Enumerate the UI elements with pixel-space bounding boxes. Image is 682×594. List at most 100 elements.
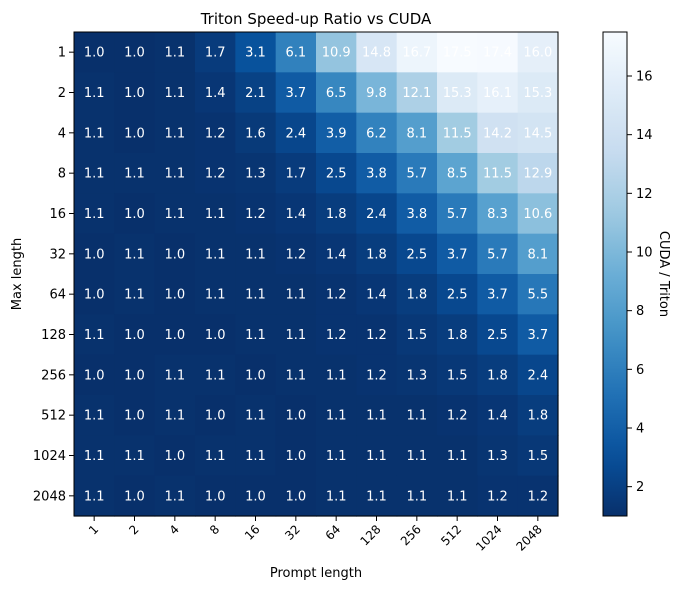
cell-value-label: 1.1: [447, 449, 468, 464]
cell-value-label: 1.0: [124, 368, 145, 383]
heatmap-cell: [74, 354, 115, 396]
heatmap-cell: [517, 274, 559, 315]
cell-value-label: 1.3: [406, 368, 427, 383]
cell-value-label: 1.2: [366, 328, 387, 343]
heatmap-cell: [316, 233, 357, 275]
heatmap-cell: [235, 354, 277, 396]
cell-value-label: 1.1: [366, 409, 387, 424]
x-tick-label: 8: [207, 522, 222, 537]
heatmap-cell: [195, 395, 236, 436]
heatmap-cell: [316, 475, 357, 517]
cell-value-label: 1.1: [164, 368, 185, 383]
heatmap-cell: [437, 395, 478, 436]
cell-value-label: 3.7: [447, 247, 468, 262]
heatmap-cell: [74, 435, 115, 477]
heatmap-cell: [477, 395, 519, 436]
cell-value-label: 1.1: [124, 247, 145, 262]
cell-value-label: 1.2: [487, 489, 508, 504]
cell-value-label: 2.5: [406, 247, 427, 262]
cell-value-label: 6.1: [285, 46, 306, 61]
heatmap-cell: [316, 314, 357, 356]
y-axis-label: Max length: [10, 238, 25, 310]
y-tick-label: 1: [58, 46, 66, 61]
cell-value-label: 1.7: [285, 167, 306, 182]
cell-value-label: 1.0: [124, 126, 145, 141]
heatmap-cell: [396, 354, 438, 396]
x-tick-label: 1024: [473, 522, 504, 553]
heatmap-cell: [477, 32, 519, 73]
cell-value-label: 1.0: [84, 288, 105, 303]
heatmap-cell: [396, 233, 438, 275]
heatmap-cell: [235, 32, 277, 73]
colorbar-tick-label: 6: [636, 363, 644, 378]
y-tick-label: 2048: [33, 489, 66, 504]
cell-value-label: 1.1: [326, 368, 347, 383]
cell-value-label: 1.0: [124, 409, 145, 424]
cell-value-label: 1.4: [285, 207, 306, 222]
heatmap-cell: [235, 435, 277, 477]
heatmap-cell: [195, 314, 236, 356]
heatmap-cell: [154, 233, 196, 275]
cell-value-label: 1.1: [164, 409, 185, 424]
cell-value-label: 2.5: [447, 288, 468, 303]
cell-value-label: 1.8: [406, 288, 427, 303]
heatmap-cell: [396, 395, 438, 436]
y-tick-label: 8: [58, 167, 66, 182]
heatmap-cell: [437, 475, 478, 517]
cell-value-label: 2.4: [366, 207, 387, 222]
heatmap-cell: [74, 475, 115, 517]
heatmap-cell: [356, 32, 398, 73]
cell-value-label: 1.4: [326, 247, 347, 262]
heatmap-cell: [316, 193, 357, 235]
cell-value-label: 1.0: [164, 328, 185, 343]
cell-value-label: 1.1: [164, 86, 185, 101]
heatmap-cell: [275, 153, 317, 194]
heatmap-cell: [517, 193, 559, 235]
cell-value-label: 1.1: [124, 449, 145, 464]
heatmap-cell: [356, 314, 398, 356]
heatmap-cell: [114, 354, 156, 396]
cell-value-label: 1.0: [84, 247, 105, 262]
cell-value-label: 3.1: [245, 46, 266, 61]
heatmap-cell: [517, 72, 559, 114]
heatmap-cell: [477, 72, 519, 114]
cell-value-label: 1.1: [84, 328, 105, 343]
heatmap-cell: [316, 274, 357, 315]
x-tick-label: 2048: [513, 522, 544, 553]
heatmap-cell: [154, 274, 196, 315]
heatmap-cell: [154, 395, 196, 436]
colorbar-tick-label: 10: [636, 246, 653, 261]
cell-value-label: 1.1: [406, 409, 427, 424]
cell-value-label: 1.8: [447, 328, 468, 343]
x-tick-label: 64: [323, 522, 344, 543]
heatmap-cell: [74, 72, 115, 114]
heatmap-cell: [316, 354, 357, 396]
heatmap-cell: [154, 435, 196, 477]
colorbar-tick-label: 8: [636, 304, 644, 319]
colorbar-tick-label: 2: [636, 480, 644, 495]
cell-value-label: 5.7: [487, 247, 508, 262]
heatmap-cell: [275, 435, 317, 477]
cell-value-label: 1.5: [406, 328, 427, 343]
cell-value-label: 1.2: [205, 126, 226, 141]
chart-title: Triton Speed-up Ratio vs CUDA: [200, 10, 432, 28]
heatmap-cell: [316, 435, 357, 477]
x-tick-label: 16: [242, 522, 263, 543]
cell-value-label: 1.1: [84, 489, 105, 504]
heatmap-cell: [517, 475, 559, 517]
cell-value-label: 1.0: [164, 247, 185, 262]
cell-value-label: 1.2: [326, 328, 347, 343]
cell-value-label: 1.1: [285, 368, 306, 383]
cell-value-label: 1.8: [366, 247, 387, 262]
heatmap-cell: [477, 193, 519, 235]
cell-value-label: 1.1: [84, 126, 105, 141]
cell-value-label: 6.2: [366, 126, 387, 141]
cell-value-label: 1.0: [124, 328, 145, 343]
cell-value-label: 1.1: [164, 126, 185, 141]
cell-value-label: 3.9: [326, 126, 347, 141]
heatmap-cell: [396, 274, 438, 315]
heatmap-cell: [275, 112, 317, 154]
cell-value-label: 1.1: [366, 489, 387, 504]
heatmap-cell: [356, 435, 398, 477]
heatmap-cell: [437, 354, 478, 396]
